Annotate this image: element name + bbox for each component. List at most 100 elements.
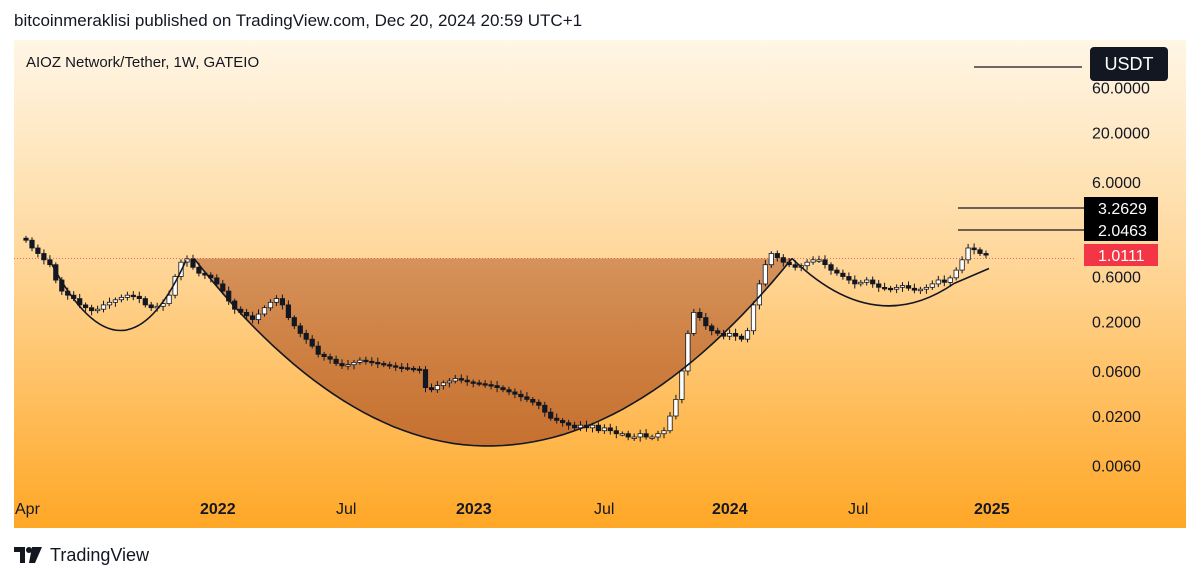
candles-group [23,235,989,442]
last-price-badge [1084,244,1158,266]
candle-body [285,304,292,318]
y-tick-label: 0.0200 [1092,409,1141,426]
y-tick-label: 0.6000 [1092,270,1141,287]
candle-body [148,304,154,309]
candle-body [124,294,130,298]
candle-body [905,285,912,289]
candle-body [184,258,190,263]
candle-body [273,298,280,303]
candle-body [112,299,118,303]
price-chart[interactable]: AIOZ Network/Tether, 1W, GATEIO 60.0000 2… [14,40,1186,528]
candle-body [422,369,429,389]
candle-body [572,424,578,429]
candle-body [917,288,924,292]
candle-body [220,283,226,292]
candle-body [715,330,721,334]
candle-body [607,427,613,432]
candle-body [667,415,673,432]
candle-body [965,247,971,261]
candle-body [953,269,959,279]
tradingview-brand-text: TradingView [50,544,150,565]
candle-body [41,253,47,261]
candle-body [894,286,900,290]
y-tick-label: 60.0000 [1092,80,1150,97]
target-level-badge [1084,197,1158,219]
time-axis[interactable]: Apr 2022 Jul 2023 Jul 2024 Jul 2025 [15,501,1010,518]
x-tick-label: Jul [848,501,868,518]
cup-left-curve [51,260,187,332]
candle-body [911,287,918,291]
target-level-label: 3.2629 [1098,201,1147,218]
candle-body [613,430,619,435]
tradingview-logo-icon [14,547,42,563]
candle-body [404,367,411,370]
price-axis[interactable]: 60.0000 20.0000 6.0000 0.6000 0.2000 0.0600 0.… [1092,80,1150,475]
candle-body [83,304,89,309]
candle-body [733,332,739,337]
candle-body [923,286,930,290]
candle-body [685,332,691,372]
candle-body [399,366,405,370]
candle-body [542,404,548,413]
x-tick-label: 2023 [456,501,492,518]
candle-body [89,307,95,312]
candle-body [727,332,733,337]
currency-badge[interactable] [1090,47,1168,81]
candle-body [381,363,387,366]
candle-body [464,379,470,383]
candle-body [649,436,655,439]
candle-body [619,433,625,436]
candle-body [303,332,309,340]
publish-info: bitcoinmeraklisi published on TradingVie… [14,11,583,30]
candle-body [363,359,369,363]
candle-body [255,313,262,321]
candle-body [774,253,780,258]
x-tick-label: Jul [594,501,614,518]
candle-body [410,367,417,371]
y-tick-label: 0.2000 [1092,315,1141,332]
candle-body [601,427,608,432]
candle-body [738,335,745,340]
candle-body [750,304,757,332]
candle-body [333,358,339,364]
candle-body [470,381,476,384]
candle-body [506,389,512,393]
currency-label[interactable]: USDT [1105,54,1154,74]
candle-body [100,304,107,310]
candle-body [345,364,351,367]
x-tick-label: Jul [336,501,356,518]
candle-body [888,287,894,291]
candle-body [488,384,494,387]
candle-body [315,345,321,355]
candle-body [494,385,500,389]
x-tick-label: 2025 [974,501,1010,518]
candle-body [136,295,142,299]
candle-body [566,422,572,426]
candle-body [476,382,482,385]
candle-body [524,396,530,400]
candle-body [828,264,834,271]
candle-body [458,378,464,381]
candle-body [261,307,268,315]
candle-body [762,264,769,285]
candle-body [697,311,703,318]
candle-body [309,338,315,347]
candle-body [375,361,381,365]
candle-body [792,264,798,268]
candle-body [673,398,679,417]
candle-body [440,382,447,386]
candle-body [357,359,363,363]
candle-body [899,285,906,288]
candle-body [518,393,524,398]
y-tick-label: 6.0000 [1092,175,1141,192]
candle-body [291,317,297,327]
candle-body [822,259,828,266]
candle-body [661,430,667,435]
candle-body [446,380,453,384]
cup-main-curve [193,257,793,447]
candle-body [297,325,303,334]
candle-body [434,385,441,391]
x-tick-label: 2024 [712,501,748,518]
candle-body [393,365,399,368]
candle-body [643,433,649,438]
